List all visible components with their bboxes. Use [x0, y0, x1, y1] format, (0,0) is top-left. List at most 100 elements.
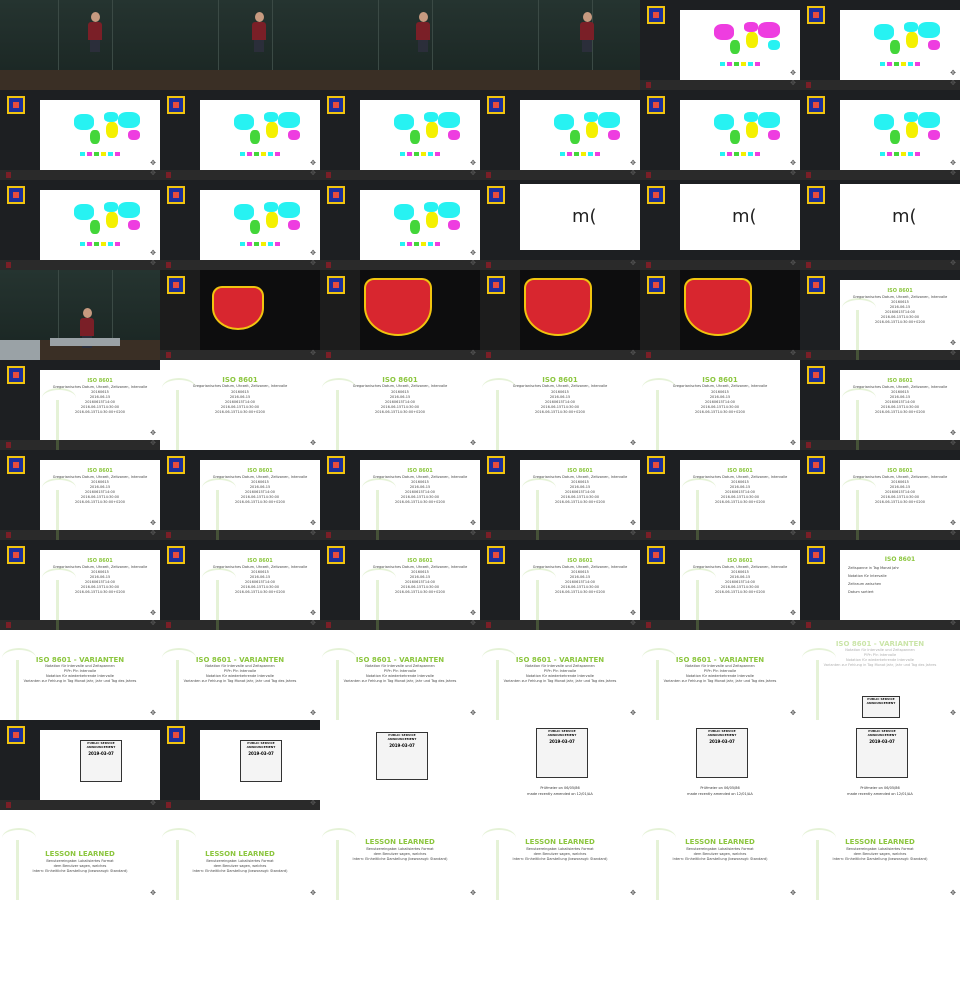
floor	[160, 70, 320, 90]
frame-thumbnail[interactable]: ✥ ISO 8601 Gregorianisches Datum, Uhrzeit,…	[800, 270, 960, 360]
slide-line: 20160615	[571, 480, 589, 484]
frame-thumbnail[interactable]: LESSON LEARNED Benutzereingabe: Lokalisie…	[320, 810, 480, 900]
frame-thumbnail[interactable]: ✥ PUBLIC SERVICE ANNOUNCEMENT 2019-03-07	[0, 720, 160, 810]
frame-thumbnail[interactable]: ISO 8601 - VARIANTEN Notation für Interva…	[320, 630, 480, 720]
continent	[438, 202, 460, 218]
frame-thumbnail[interactable]	[0, 270, 160, 360]
frame-thumbnail[interactable]: ISO 8601 - VARIANTEN Notation für Interva…	[160, 630, 320, 720]
frame-thumbnail[interactable]: ✥ ISO 8601 Gregorianisches Datum, Uhrzeit,…	[480, 540, 640, 630]
frame-thumbnail[interactable]: ✥ ✥	[320, 180, 480, 270]
slide-title: ISO 8601	[87, 378, 113, 384]
frame-thumbnail[interactable]: PUBLIC SERVICE ANNOUNCEMENT 2019-03-07 Prü…	[640, 720, 800, 810]
continent	[586, 122, 598, 138]
frame-thumbnail[interactable]: LESSON LEARNED Benutzereingabe: Lokalisie…	[160, 810, 320, 900]
fachschaft-logo	[327, 456, 345, 474]
frame-thumbnail[interactable]: ✥ ISO 8601 Gregorianisches Datum, Uhrzeit,…	[800, 360, 960, 450]
frame-thumbnail[interactable]: LESSON LEARNED Benutzereingabe: Lokalisie…	[640, 810, 800, 900]
slide-line: 2016-06-15	[569, 575, 591, 579]
frame-thumbnail[interactable]: ISO 8601 Gregorianisches Datum, Uhrzeit, …	[160, 360, 320, 450]
slide-line: 20160615T14:00	[544, 400, 576, 404]
frame-thumbnail[interactable]: LESSON LEARNED Benutzereingabe: Lokalisie…	[0, 810, 160, 900]
audience-strip	[800, 620, 960, 630]
frame-thumbnail[interactable]: PUBLIC SERVICE ANNOUNCEMENT 2019-03-07 Prü…	[800, 720, 960, 810]
frame-thumbnail[interactable]: ✥ ✥	[800, 90, 960, 180]
frame-thumbnail[interactable]: ✥ ISO 8601 Gregorianisches Datum, Uhrzeit,…	[480, 450, 640, 540]
audience-strip	[160, 530, 320, 540]
frame-thumbnail[interactable]: LESSON LEARNED Benutzereingabe: Lokalisie…	[800, 810, 960, 900]
slide-bullet: Zeitraum zwischen	[848, 582, 882, 586]
palm-decoration	[520, 550, 560, 630]
frame-thumbnail[interactable]: ✥ ✥	[480, 90, 640, 180]
slide-line: 20160615	[91, 480, 109, 484]
frame-thumbnail[interactable]: ✥ ✥	[0, 90, 160, 180]
palm-decoration	[200, 550, 240, 630]
frame-thumbnail[interactable]: PUBLIC SERVICE ANNOUNCEMENT 2019-03-07 Prü…	[480, 720, 640, 810]
frame-thumbnail[interactable]: ✥ ISO 8601 Zeitspanne in Tag Monat Jahr Not…	[800, 540, 960, 630]
superman-shield	[684, 278, 752, 336]
frame-thumbnail[interactable]: ✥ ✥	[800, 0, 960, 90]
continent	[424, 112, 438, 122]
frame-thumbnail[interactable]: ISO 8601 - VARIANTEN Notation für Interva…	[640, 630, 800, 720]
slide-line: P!Pn P!n Intervalle	[543, 669, 577, 673]
frame-thumbnail[interactable]: ISO 8601 - VARIANTEN Notation für Interva…	[480, 630, 640, 720]
move-icon: ✥	[630, 709, 636, 717]
slide-subtitle: Gregorianisches Datum, Uhrzeit, Zeitzone…	[672, 384, 768, 388]
legend-swatch	[108, 242, 113, 246]
frame-thumbnail[interactable]: ✥ m(	[640, 180, 800, 270]
continent	[906, 122, 918, 138]
frame-thumbnail[interactable]: ✥ ISO 8601 Gregorianisches Datum, Uhrzeit,…	[640, 540, 800, 630]
frame-thumbnail[interactable]: ✥ m(	[800, 180, 960, 270]
frame-thumbnail[interactable]	[0, 0, 160, 90]
frame-thumbnail[interactable]: ✥ ISO 8601 Gregorianisches Datum, Uhrzeit,…	[160, 540, 320, 630]
fachschaft-logo	[487, 96, 505, 114]
frame-thumbnail[interactable]: ✥	[160, 270, 320, 360]
frame-thumbnail[interactable]: ✥	[640, 270, 800, 360]
legend-swatch	[588, 152, 593, 156]
frame-thumbnail[interactable]: ✥ ISO 8601 Gregorianisches Datum, Uhrzeit,…	[0, 540, 160, 630]
legend-swatch	[240, 152, 245, 156]
frame-thumbnail[interactable]	[320, 0, 480, 90]
frame-thumbnail[interactable]: ISO 8601 Gregorianisches Datum, Uhrzeit, …	[480, 360, 640, 450]
slide-line: 2016-06-15T14:30:00	[700, 405, 740, 409]
frame-thumbnail[interactable]: ✥ m(	[480, 180, 640, 270]
frame-thumbnail[interactable]: ISO 8601 - VARIANTEN Notation für Interva…	[0, 630, 160, 720]
frame-thumbnail[interactable]: ✥ ✥	[640, 90, 800, 180]
slide-line: Benutzereingabe: Lokalisiertes Format	[526, 847, 594, 851]
world-map	[390, 108, 464, 146]
frame-thumbnail[interactable]: ✥ ISO 8601 Gregorianisches Datum, Uhrzeit,…	[800, 450, 960, 540]
frame-thumbnail[interactable]	[480, 0, 640, 90]
fachschaft-logo	[487, 546, 505, 564]
frame-thumbnail[interactable]: ✥ ✥	[160, 90, 320, 180]
lecturer-body	[416, 22, 430, 40]
lecturer-body	[252, 22, 266, 40]
move-icon: ✥	[790, 529, 796, 537]
frame-thumbnail[interactable]: ✥ ✥	[640, 0, 800, 90]
slide-mark: m(	[732, 206, 757, 227]
frame-thumbnail[interactable]: ISO 8601 - VARIANTEN Notation für Interva…	[800, 630, 960, 720]
frame-thumbnail[interactable]: ✥ ISO 8601 Gregorianisches Datum, Uhrzeit,…	[320, 540, 480, 630]
frame-thumbnail[interactable]: ✥	[480, 270, 640, 360]
frame-thumbnail[interactable]: ISO 8601 Gregorianisches Datum, Uhrzeit, …	[320, 360, 480, 450]
frame-thumbnail[interactable]: ✥ PUBLIC SERVICE ANNOUNCEMENT 2019-03-07	[160, 720, 320, 810]
slide-line: 20160615	[411, 570, 429, 574]
frame-thumbnail[interactable]: LESSON LEARNED Benutzereingabe: Lokalisie…	[480, 810, 640, 900]
frame-thumbnail[interactable]: PUBLIC SERVICE ANNOUNCEMENT 2019-03-07	[320, 720, 480, 810]
frame-thumbnail[interactable]: ✥ ISO 8601 Gregorianisches Datum, Uhrzeit,…	[160, 450, 320, 540]
frame-thumbnail[interactable]: ✥ ✥	[160, 180, 320, 270]
lecturer	[416, 12, 430, 52]
continent	[426, 212, 438, 228]
frame-thumbnail[interactable]: ✥ ISO 8601 Gregorianisches Datum, Uhrzeit,…	[0, 360, 160, 450]
frame-thumbnail[interactable]	[160, 0, 320, 90]
frame-thumbnail[interactable]: ✥ ✥	[320, 90, 480, 180]
frame-thumbnail[interactable]: ✥	[320, 270, 480, 360]
frame-thumbnail[interactable]: ISO 8601 Gregorianisches Datum, Uhrzeit, …	[640, 360, 800, 450]
move-icon: ✥	[790, 889, 796, 897]
frame-thumbnail[interactable]: ✥ ISO 8601 Gregorianisches Datum, Uhrzeit,…	[0, 450, 160, 540]
frame-thumbnail[interactable]: ✥ ISO 8601 Gregorianisches Datum, Uhrzeit,…	[320, 450, 480, 540]
frame-thumbnail[interactable]: ✥ ✥	[0, 180, 160, 270]
move-icon: ✥	[950, 429, 956, 437]
frame-thumbnail[interactable]: ✥ ISO 8601 Gregorianisches Datum, Uhrzeit,…	[640, 450, 800, 540]
legend-swatch	[421, 152, 426, 156]
slide-line: 2016-06-15T14:30:00	[720, 585, 760, 589]
legend-swatch	[268, 242, 273, 246]
